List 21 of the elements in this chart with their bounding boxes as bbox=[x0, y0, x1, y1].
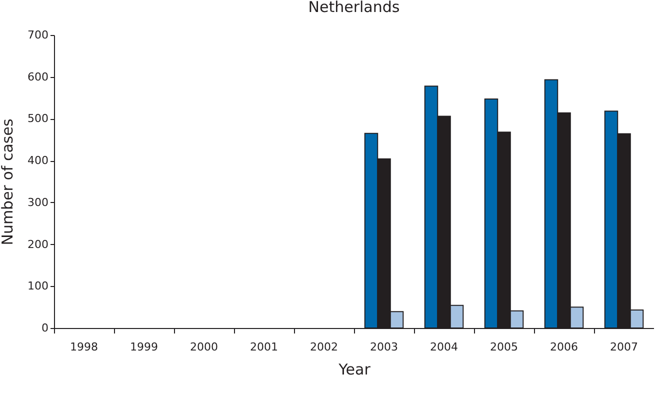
x-axis-title: Year bbox=[338, 360, 372, 378]
y-tick-label: 500 bbox=[28, 112, 48, 126]
y-tick-label: 0 bbox=[42, 322, 48, 334]
y-tick-label: 600 bbox=[28, 70, 48, 84]
x-tick-label: 2002 bbox=[310, 340, 338, 354]
x-tick-label: 2004 bbox=[430, 340, 458, 354]
chart-title: Netherlands bbox=[308, 0, 400, 16]
x-tick-label: 1998 bbox=[70, 340, 98, 354]
y-tick-label: 300 bbox=[28, 196, 48, 209]
x-tick-label: 2006 bbox=[550, 340, 578, 354]
y-tick-label: 100 bbox=[28, 280, 48, 293]
x-tick-label: 2005 bbox=[490, 340, 518, 354]
y-axis-title: Number of cases bbox=[0, 118, 17, 246]
x-tick-label: 2000 bbox=[190, 340, 218, 354]
x-tick-label: 2007 bbox=[610, 340, 638, 354]
y-tick-label: 200 bbox=[28, 238, 48, 251]
x-tick-label: 2001 bbox=[250, 340, 278, 354]
y-tick-label: 700 bbox=[28, 28, 48, 42]
x-tick-label: 2003 bbox=[370, 340, 398, 354]
x-tick-label: 1999 bbox=[130, 340, 158, 354]
y-tick-label: 400 bbox=[28, 154, 48, 168]
